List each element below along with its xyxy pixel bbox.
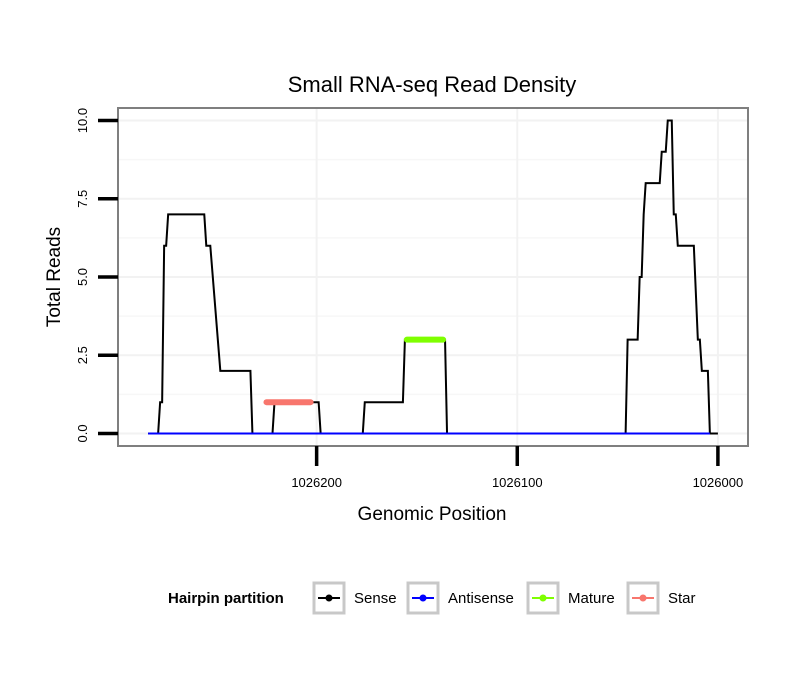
legend-key-point xyxy=(419,594,427,602)
x-tick-label: 1026200 xyxy=(291,475,342,490)
legend-key-point xyxy=(639,594,647,602)
legend-key-point xyxy=(325,594,333,602)
legend-label: Sense xyxy=(354,590,397,607)
chart-title: Small RNA-seq Read Density xyxy=(288,72,577,97)
legend: Hairpin partition Sense Antisense Mature St… xyxy=(168,581,696,615)
y-tick-label: 0.0 xyxy=(75,424,90,442)
grid-lines xyxy=(118,108,748,446)
series-line-sense xyxy=(148,119,718,435)
y-tick-label: 2.5 xyxy=(75,346,90,364)
legend-item-sense: Sense xyxy=(312,581,397,615)
legend-key-box xyxy=(406,581,440,615)
y-axis-title: Total Reads xyxy=(44,227,65,327)
legend-label: Antisense xyxy=(448,590,514,607)
legend-label: Mature xyxy=(568,590,615,607)
legend-label: Star xyxy=(668,590,696,607)
x-tick-label: 1026000 xyxy=(693,475,744,490)
y-tick-label: 5.0 xyxy=(75,268,90,286)
x-axis-title: Genomic Position xyxy=(358,504,507,525)
y-tick-label: 7.5 xyxy=(75,190,90,208)
legend-item-mature: Mature xyxy=(526,581,615,615)
legend-key-point xyxy=(539,594,547,602)
series-layer xyxy=(148,119,718,435)
legend-title: Hairpin partition xyxy=(168,590,284,607)
x-tick-label: 1026100 xyxy=(492,475,543,490)
y-tick-label: 10.0 xyxy=(75,108,90,133)
legend-item-star: Star xyxy=(626,581,696,615)
y-axis: 0.0 2.5 5.0 7.5 10.0 xyxy=(75,108,118,443)
plot-panel xyxy=(117,107,749,447)
x-axis: 1026200 1026100 1026000 xyxy=(291,446,743,490)
legend-item-antisense: Antisense xyxy=(406,581,514,615)
